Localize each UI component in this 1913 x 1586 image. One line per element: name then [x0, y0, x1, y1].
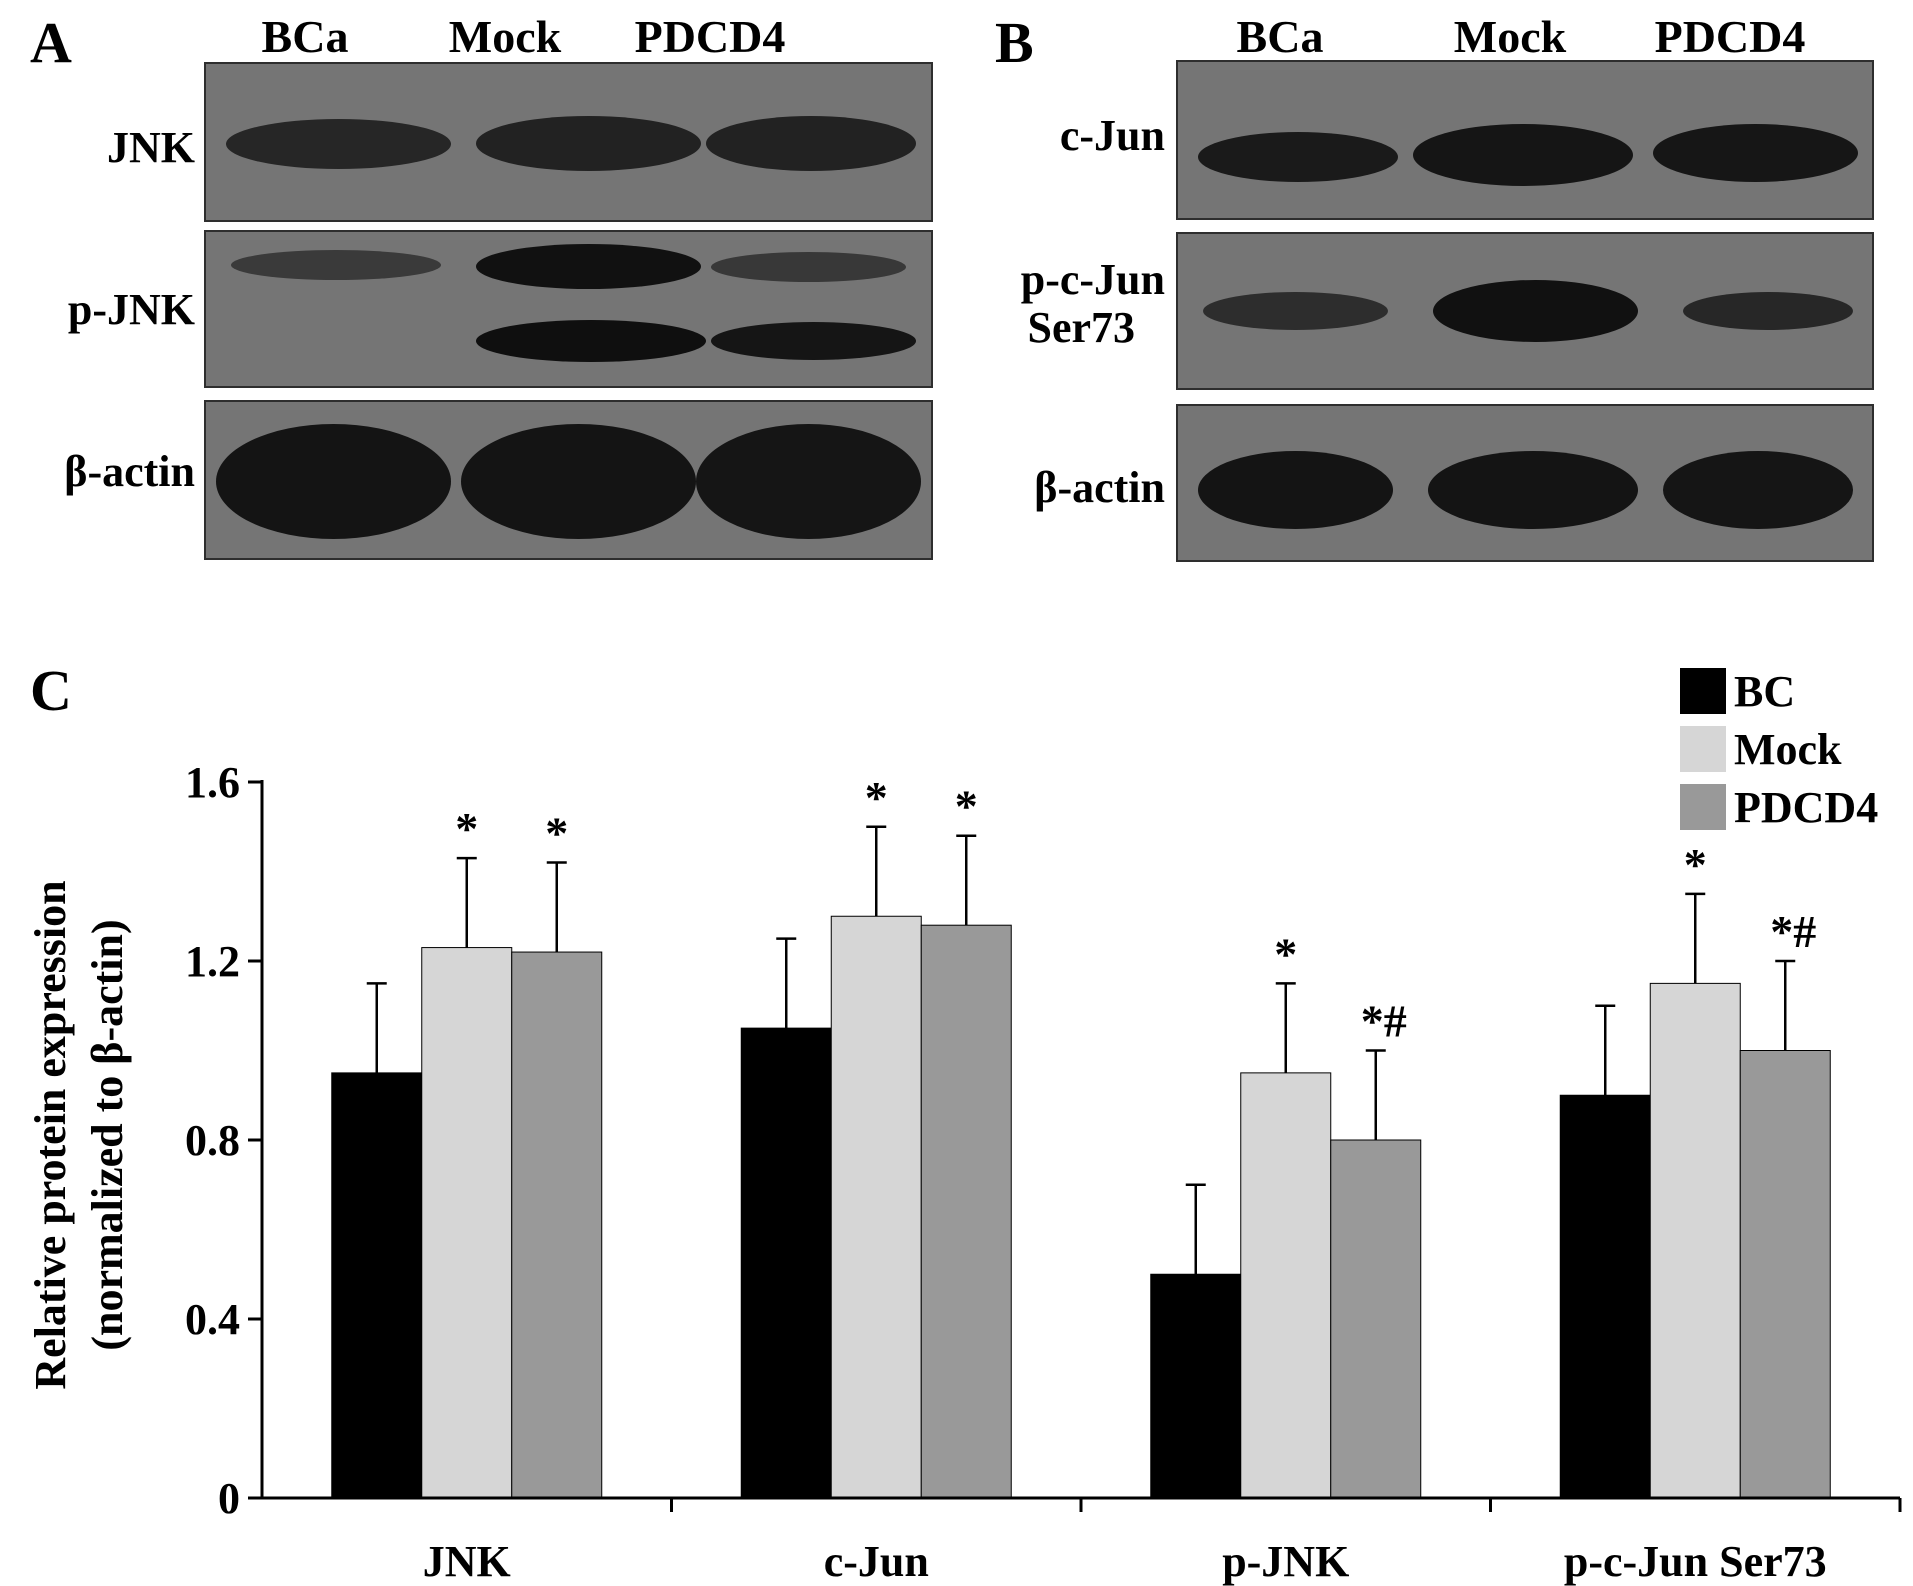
legend-label: PDCD4: [1734, 783, 1878, 832]
significance-mark: *#: [1361, 996, 1407, 1047]
significance-mark: *: [455, 803, 478, 854]
panel-b-blot-c-jun: [1176, 60, 1874, 220]
bar: [1330, 1139, 1422, 1499]
bar: [331, 1072, 423, 1499]
y-tick-label: 1.2: [185, 937, 240, 986]
bar: [1649, 982, 1741, 1499]
significance-mark: *: [1684, 839, 1707, 890]
y-tick-label: 1.6: [185, 758, 240, 807]
bar: [740, 1027, 832, 1499]
bar: [511, 951, 603, 1499]
panel-a-blot-jnk: [204, 62, 933, 222]
panel-b-letter: B: [995, 10, 1034, 75]
panel-b-lane-pdcd4: PDCD4: [1654, 11, 1806, 62]
panel-b-lane-mock: Mock: [1453, 11, 1567, 62]
panel-a-row-label-p-jnk: p-JNK: [67, 285, 195, 334]
y-tick-label: 0.8: [185, 1116, 240, 1165]
y-tick-label: 0: [218, 1474, 240, 1523]
x-tick-label: p-JNK: [1222, 1537, 1349, 1586]
significance-mark: *: [865, 772, 888, 823]
significance-mark: *: [545, 808, 568, 859]
panel-a-row-label-beta-actin: β-actin: [64, 447, 195, 496]
x-tick-label: c-Jun: [824, 1537, 929, 1586]
significance-mark: *: [955, 781, 978, 832]
bar: [421, 947, 513, 1499]
panel-a-lane-bca: BCa: [261, 11, 349, 62]
bar: [1739, 1050, 1831, 1499]
legend-swatch: [1680, 784, 1726, 830]
significance-mark: *: [1274, 928, 1297, 979]
significance-mark: *#: [1770, 906, 1816, 957]
bar: [1559, 1094, 1651, 1499]
legend: BC Mock PDCD4: [1680, 667, 1878, 832]
bar: [920, 924, 1012, 1499]
panel-b-row-label-c-jun: c-Jun: [1059, 111, 1165, 160]
legend-swatch: [1680, 668, 1726, 714]
panel-a-letter: A: [30, 10, 72, 75]
panel-b-row-label-beta-actin: β-actin: [1034, 463, 1165, 512]
panel-b-blot-p-c-jun: [1176, 232, 1874, 390]
panel-a-blot-p-jnk: [204, 230, 933, 388]
panel-b-row-label-ser73: Ser73: [1027, 303, 1135, 352]
panel-c-letter: C: [30, 658, 72, 723]
panel-b-blot-beta-actin: [1176, 404, 1874, 562]
panel-a-row-label-jnk: JNK: [107, 123, 195, 172]
panel-b-row-label-p-c-jun: p-c-Jun: [1020, 255, 1165, 304]
panel-a-lane-mock: Mock: [448, 11, 562, 62]
panel-b-lane-bca: BCa: [1236, 11, 1324, 62]
panel-a-lane-pdcd4: PDCD4: [634, 11, 786, 62]
legend-label: BC: [1734, 667, 1795, 716]
legend-swatch: [1680, 726, 1726, 772]
y-tick-label: 0.4: [185, 1295, 240, 1344]
bar: [1150, 1273, 1242, 1499]
y-axis-label-line1: Relative protein expression: [26, 880, 75, 1389]
x-tick-label: p-c-Jun Ser73: [1564, 1537, 1827, 1586]
bar: [1240, 1072, 1332, 1499]
panel-a-blot-beta-actin: [204, 400, 933, 560]
bar: [830, 915, 922, 1499]
x-tick-label: JNK: [423, 1537, 511, 1586]
legend-label: Mock: [1734, 725, 1842, 774]
y-axis-label-line2: (normalized to β-actin): [83, 919, 132, 1350]
